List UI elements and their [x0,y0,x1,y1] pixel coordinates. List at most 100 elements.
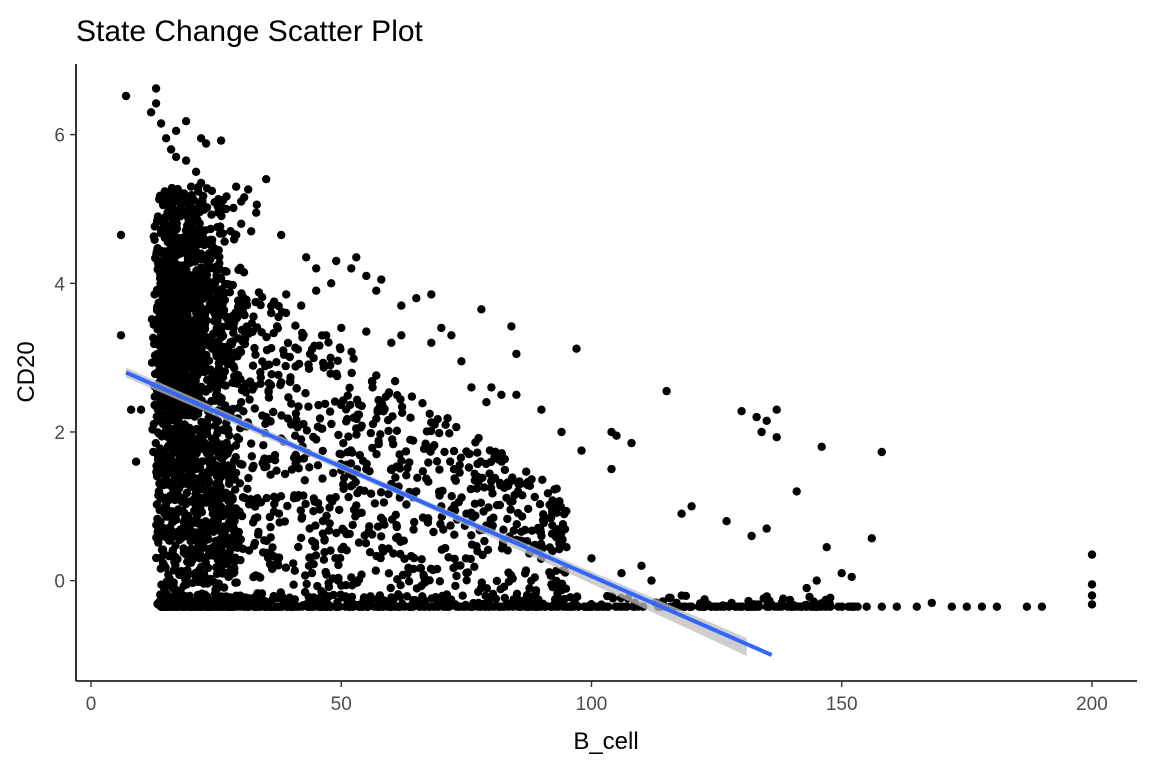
data-point [166,525,175,534]
data-point [274,370,283,380]
data-point [372,414,381,423]
x-tick-label: 0 [86,694,97,715]
data-point [528,595,537,604]
data-point [521,566,531,575]
data-point [272,358,281,367]
data-point [467,602,476,611]
data-point [262,548,271,558]
data-point [372,450,381,459]
data-point [347,347,356,356]
data-point [322,570,331,579]
data-point [212,385,222,395]
data-point [384,426,393,436]
trend-line [125,370,773,657]
data-point [252,200,261,209]
data-point [262,345,272,355]
data-point [409,553,419,563]
data-point [447,492,456,501]
data-point [289,453,299,462]
y-tick-label: 6 [54,126,65,147]
data-point [204,305,213,314]
data-point [435,465,444,474]
data-point [176,212,185,221]
data-point [161,273,170,282]
data-point [391,473,400,482]
data-point [354,538,364,547]
data-point [300,476,309,485]
data-point [236,459,245,469]
data-point [577,446,586,455]
data-point [186,546,195,555]
data-point [239,268,249,277]
data-point [388,412,397,421]
data-point [817,442,826,451]
data-point [395,450,404,459]
data-point [467,540,477,549]
data-point [1037,602,1047,611]
data-point [225,406,234,415]
data-point [418,399,427,408]
data-point [470,499,480,508]
data-point [198,602,207,611]
data-point [603,602,612,611]
data-point [244,473,253,483]
data-point [482,459,491,469]
data-point [332,528,341,538]
data-point [400,554,409,563]
data-point [483,594,493,603]
data-point [176,586,185,595]
data-point [546,513,556,522]
data-point [164,236,173,246]
data-point [299,454,309,463]
data-point [280,517,289,526]
data-point [445,429,454,438]
data-point [483,545,493,555]
data-point [297,512,307,522]
data-point [161,426,170,436]
data-point [176,420,186,429]
data-point [374,602,383,611]
data-point [267,308,276,318]
data-point [476,602,486,611]
data-point [152,289,162,298]
data-point [309,494,318,503]
data-point [387,602,397,611]
data-point [221,488,230,498]
data-point [516,602,525,611]
data-point [552,579,561,589]
data-point [191,315,200,324]
data-point [277,411,286,420]
data-point [239,602,248,611]
data-point [212,438,221,447]
data-point [462,568,471,578]
data-point [126,405,136,414]
data-point [170,602,179,611]
data-point [354,400,364,409]
data-point [335,505,344,515]
data-point [627,438,636,448]
data-point [313,461,323,470]
data-point [154,456,163,465]
data-point [258,459,267,468]
data-point [216,273,226,283]
data-point [214,507,224,516]
data-point [253,530,263,539]
data-point [462,576,471,585]
data-point [424,514,433,523]
data-point [294,402,303,411]
data-point [183,373,192,383]
data-point [447,331,456,340]
data-point [339,593,348,602]
data-point [158,558,168,567]
data-point [736,602,745,611]
data-point [802,583,811,593]
data-point [362,327,371,336]
data-point [472,484,482,493]
data-point [458,591,467,600]
data-point [462,447,471,456]
data-point [258,411,267,420]
data-point [417,555,426,564]
data-point [170,557,179,567]
data-point [302,426,312,435]
